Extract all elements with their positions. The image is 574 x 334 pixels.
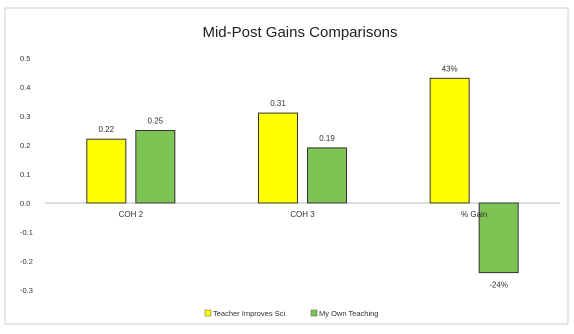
y-tick-label: 0.5 xyxy=(20,54,30,63)
chart-title: Mid-Post Gains Comparisons xyxy=(202,24,397,41)
bar xyxy=(86,138,127,204)
bar xyxy=(307,147,347,204)
data-label: 43% xyxy=(442,64,458,73)
data-label: 0.19 xyxy=(319,134,335,143)
data-label: 0.25 xyxy=(148,117,164,126)
category-labels: COH 2 COH 3 % Gain xyxy=(119,210,488,219)
bar xyxy=(429,77,470,204)
bar xyxy=(258,112,298,204)
data-label: -24% xyxy=(489,281,508,290)
legend-label: Teacher Improves Sci xyxy=(213,309,285,318)
category-label: COH 2 xyxy=(119,210,144,219)
category-label: COH 3 xyxy=(290,210,315,219)
y-tick-label: -0.1 xyxy=(20,228,33,237)
y-tick-label: -0.3 xyxy=(20,286,33,295)
bar xyxy=(135,130,176,204)
bars-group: 0.22 0.25 0.31 0.19 43% -24% xyxy=(86,64,519,290)
legend-swatch xyxy=(204,309,212,317)
y-tick-label: 0.3 xyxy=(20,112,30,121)
y-tick-label: -0.2 xyxy=(20,257,33,266)
y-tick-label: 0.1 xyxy=(20,170,30,179)
y-axis: 0.5 0.4 0.3 0.2 0.1 0.0 -0.1 -0.2 -0.3 xyxy=(20,54,560,295)
bar xyxy=(478,202,519,274)
y-tick-label: 0.2 xyxy=(20,141,30,150)
y-tick-label: 0.4 xyxy=(20,83,30,92)
category-label: % Gain xyxy=(461,210,487,219)
data-label: 0.31 xyxy=(270,99,286,108)
y-tick-label: 0.0 xyxy=(20,199,30,208)
legend-swatch xyxy=(310,309,318,317)
legend-label: My Own Teaching xyxy=(319,309,378,318)
data-label: 0.22 xyxy=(99,125,115,134)
legend: Teacher Improves Sci My Own Teaching xyxy=(204,309,378,318)
